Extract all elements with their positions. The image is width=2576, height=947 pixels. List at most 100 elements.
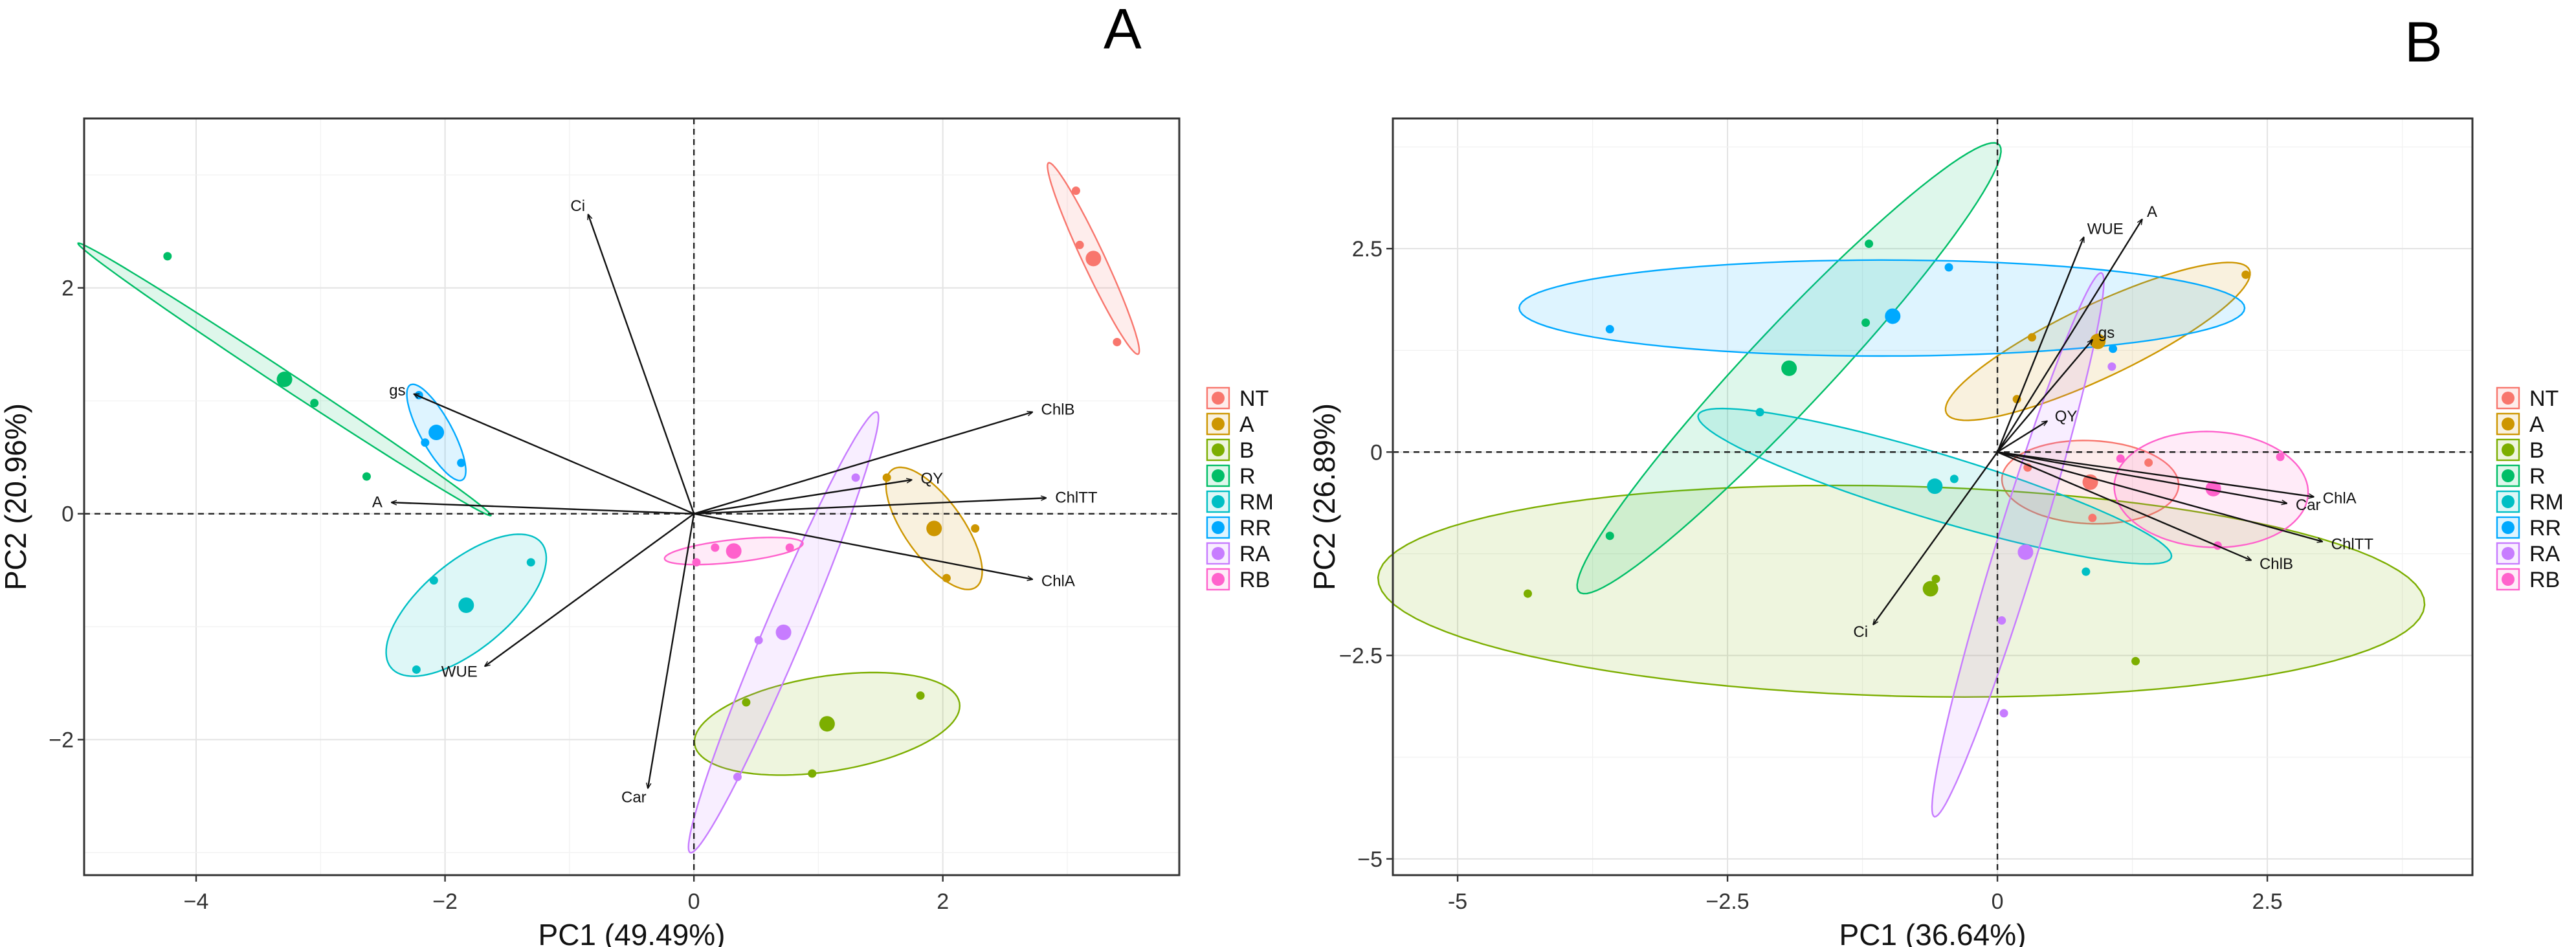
legend-item-nt: NT — [1206, 386, 1269, 411]
point-b — [916, 691, 925, 700]
arrow-gs — [1997, 340, 2093, 453]
legend-label: RM — [1239, 490, 1274, 515]
legend-dot — [1212, 418, 1225, 430]
legend-dot — [2502, 469, 2515, 482]
arrow-car — [1997, 451, 2287, 503]
legend-label: A — [1239, 412, 1254, 437]
x-axis-title: PC1 (36.64%) — [1839, 918, 2026, 947]
x-tick-label: 0 — [688, 889, 700, 914]
arrow-chla — [1997, 451, 2314, 496]
arrow-chlb — [1997, 451, 2251, 560]
point-rb — [785, 543, 794, 552]
centroid-r — [276, 372, 293, 388]
legend-dot — [2502, 573, 2515, 586]
point-nt — [1071, 186, 1080, 195]
legend-dot — [1212, 547, 1225, 560]
centroid-nt — [1085, 251, 1102, 267]
panel-a: Ci ChlB ChlTT ChlA QY gs A WUE Car −4 −2 0 2 −2 0 2 PC1 … — [0, 0, 1274, 947]
point-rm — [429, 576, 438, 585]
plot-background — [1393, 118, 2472, 875]
point-rb — [692, 558, 701, 567]
legend-item-ra: RA — [1206, 542, 1271, 566]
legend-item-rm: RM — [2496, 490, 2564, 515]
point-nt — [2144, 458, 2153, 467]
y-tick-label: −2 — [49, 728, 74, 753]
x-tick-label: −2.5 — [1706, 889, 1749, 914]
legend-dot — [2502, 521, 2515, 534]
point-nt — [2088, 513, 2097, 522]
y-tick-label: 2.5 — [1352, 237, 1382, 262]
centroid-rm — [458, 597, 474, 613]
legend-item-b: B — [1206, 438, 1254, 463]
variable-label-chlb: ChlB — [2260, 555, 2293, 573]
arrow-chltt — [1997, 451, 2322, 541]
arrow-ci — [1873, 451, 1999, 624]
x-axis-title: PC1 (49.49%) — [539, 918, 726, 947]
point-rr — [1944, 263, 1953, 272]
point-rm — [526, 558, 535, 567]
legend-item-r: R — [1206, 464, 1256, 489]
point-rr — [457, 458, 466, 467]
variable-label-gs: gs — [2098, 324, 2115, 342]
point-r — [1605, 531, 1614, 540]
point-r — [163, 252, 172, 261]
centroid-rb — [726, 543, 742, 559]
point-r — [1865, 240, 1874, 249]
point-r — [362, 472, 371, 481]
loading-arrows: Ci ChlB ChlTT ChlA QY gs A WUE Car — [372, 197, 1098, 806]
variable-label-gs: gs — [389, 382, 405, 399]
legend-dot — [1212, 495, 1225, 508]
variable-label-qy: QY — [2055, 408, 2078, 425]
legend-item-rr: RR — [2496, 516, 2561, 540]
legend-item-b: B — [2496, 438, 2544, 463]
legend-dot — [1212, 469, 1225, 482]
y-tick-label: 2 — [61, 276, 74, 301]
variable-label-a: A — [372, 494, 383, 511]
point-b — [1524, 589, 1532, 598]
variable-label-ci: Ci — [570, 197, 585, 215]
point-a — [2027, 333, 2036, 342]
axis-ticks: −4 −2 0 2 −2 0 2 — [49, 276, 949, 914]
legend-label: RB — [1239, 568, 1270, 592]
legend-label: B — [2529, 438, 2544, 463]
x-tick-label: 0 — [1992, 889, 2004, 914]
legend-label: R — [1239, 464, 1256, 489]
panel-letter: A — [1104, 0, 1142, 61]
x-tick-label: -5 — [1448, 889, 1467, 914]
point-r — [310, 399, 319, 408]
variable-label-qy: QY — [920, 470, 943, 487]
legend-dot — [2502, 392, 2515, 405]
point-ra — [851, 473, 860, 482]
y-tick-label: 0 — [1370, 440, 1382, 465]
legend-item-nt: NT — [2496, 386, 2559, 411]
centroid-rr — [428, 425, 445, 441]
axis-ticks: -5 −2.5 0 2.5 −5 −2.5 0 2.5 — [1339, 237, 2283, 914]
point-rm — [2082, 567, 2091, 576]
point-b — [2131, 656, 2140, 665]
data-points — [163, 186, 1122, 781]
legend-label: NT — [2529, 386, 2559, 411]
point-rb — [2276, 452, 2285, 462]
ellipse-ra — [1931, 272, 2105, 818]
plot-border — [83, 117, 1181, 876]
plot-background — [84, 118, 1179, 875]
legend-label: R — [2529, 464, 2546, 489]
legend-label: RB — [2529, 568, 2560, 592]
legend-dot — [1212, 521, 1225, 534]
centroid-rr — [1885, 308, 1901, 324]
legend-label: NT — [1239, 386, 1269, 411]
point-rr — [1605, 325, 1614, 334]
legend-dot — [1212, 443, 1225, 456]
point-rm — [412, 665, 421, 674]
x-tick-label: 2.5 — [2252, 889, 2282, 914]
variable-label-wue: WUE — [2087, 221, 2124, 238]
arrow-qy — [693, 480, 911, 515]
y-axis-title: PC2 (20.96%) — [0, 403, 32, 590]
plot-border — [1392, 117, 2474, 876]
point-ra — [733, 772, 742, 781]
point-nt — [1075, 240, 1084, 249]
centroid-ra — [2017, 544, 2034, 560]
